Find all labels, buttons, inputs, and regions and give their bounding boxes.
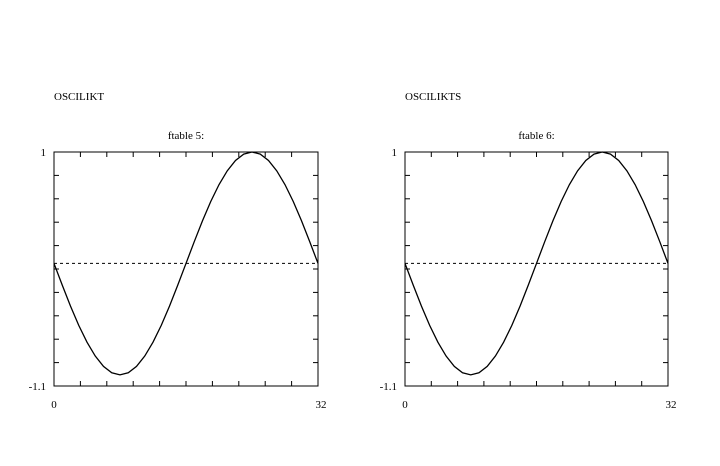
- series-line: [53, 151, 319, 376]
- plot-frame: [404, 151, 669, 387]
- chart-heading: OSCILIKTS: [405, 91, 461, 103]
- series-line: [404, 151, 669, 376]
- y-tick-label-min: -1.1: [380, 381, 397, 393]
- x-tick-label-max: 32: [316, 399, 327, 411]
- y-tick-label-min: -1.1: [29, 381, 46, 393]
- chart-title: ftable 5:: [168, 130, 204, 142]
- x-tick-label-max: 32: [666, 399, 677, 411]
- chart-heading: OSCILIKT: [54, 91, 104, 103]
- x-tick-label-min: 0: [51, 399, 57, 411]
- plot-frame: [53, 151, 319, 387]
- x-tick-label-min: 0: [402, 399, 408, 411]
- y-tick-label-max: 1: [392, 147, 398, 159]
- y-tick-label-max: 1: [41, 147, 47, 159]
- chart-title: ftable 6:: [518, 130, 554, 142]
